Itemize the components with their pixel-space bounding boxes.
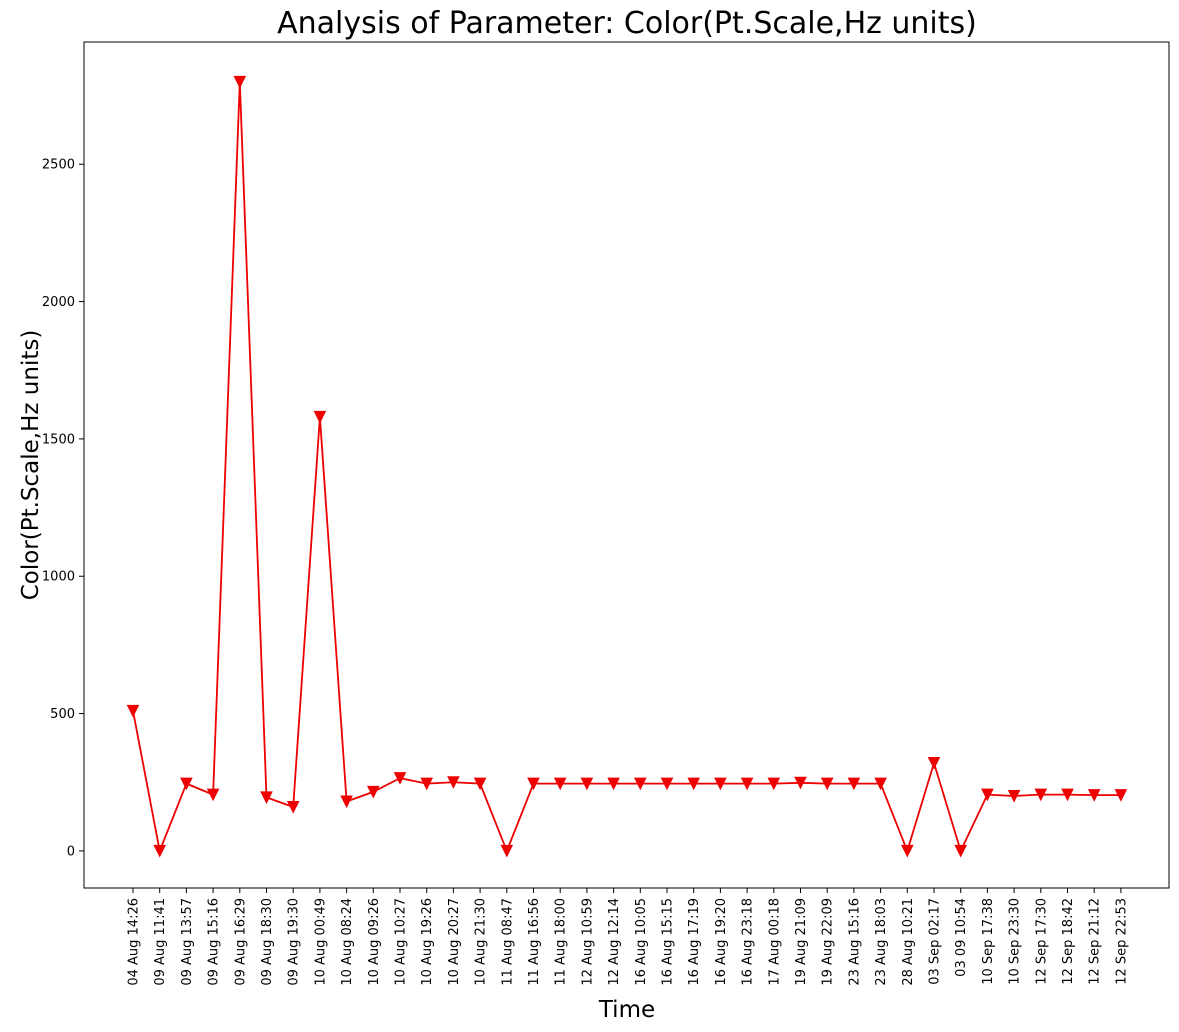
x-axis-label: Time — [598, 997, 655, 1023]
data-point — [553, 777, 567, 791]
x-tick-label: 12 Sep 21:12 — [1088, 898, 1103, 985]
x-tick-label: 10 Aug 10:27 — [394, 898, 409, 986]
data-point — [1114, 789, 1128, 802]
data-point — [714, 777, 727, 791]
y-tick-label: 1000 — [42, 570, 75, 585]
data-point — [340, 795, 353, 809]
data-point — [954, 844, 968, 858]
x-tick-label: 09 Aug 15:16 — [207, 898, 222, 986]
data-point — [1061, 788, 1074, 802]
data-point — [393, 772, 407, 785]
x-tick-label: 10 Aug 19:26 — [420, 898, 435, 986]
data-point — [820, 777, 834, 791]
data-point — [313, 410, 327, 424]
data-point — [1034, 788, 1048, 802]
x-tick-label: 16 Aug 19:20 — [714, 898, 729, 986]
x-tick-label: 19 Aug 21:09 — [794, 898, 809, 986]
x-tick-label: 28 Aug 10:21 — [901, 898, 916, 986]
y-tick-label: 2000 — [42, 295, 75, 310]
data-point — [927, 757, 941, 770]
data-point — [607, 777, 620, 791]
x-tick-label: 23 Aug 15:16 — [847, 898, 862, 986]
data-point — [366, 785, 380, 799]
x-axis: 04 Aug 14:26 09 Aug 11:41 09 Aug 13:57 09 A… — [127, 888, 1129, 986]
data-point — [687, 777, 701, 791]
x-tick-label: 10 Aug 08:24 — [340, 898, 355, 986]
y-tick-label: 1500 — [42, 432, 75, 447]
x-tick-label: 16 Aug 23:18 — [741, 898, 756, 986]
data-point — [500, 844, 514, 858]
chart-title: Analysis of Parameter: Color(Pt.Scale,Hz… — [277, 6, 977, 41]
data-line — [132, 80, 1121, 852]
data-point — [126, 704, 140, 718]
data-point — [260, 791, 273, 804]
x-tick-label: 17 Aug 00:18 — [767, 898, 782, 986]
plot-area — [83, 41, 1170, 889]
x-tick-label: 09 Aug 13:57 — [180, 898, 195, 986]
y-tick-label: 0 — [67, 844, 75, 859]
x-tick-label: 12 Aug 10:59 — [580, 898, 595, 986]
y-axis: 0 500 1000 1500 2000 2500 — [42, 158, 84, 859]
x-tick-label: 10 Sep 23:30 — [1008, 898, 1023, 985]
x-tick-label: 10 Aug 21:30 — [474, 898, 489, 986]
x-tick-label: 12 Sep 18:42 — [1061, 898, 1076, 985]
x-tick-label: 09 Aug 19:30 — [287, 898, 302, 986]
data-point — [286, 800, 300, 814]
data-point — [473, 777, 487, 791]
data-point — [633, 777, 647, 791]
data-point — [153, 844, 167, 858]
y-tick-label: 500 — [50, 707, 75, 722]
x-tick-label: 10 Aug 00:49 — [313, 898, 328, 986]
data-point — [180, 777, 193, 791]
x-tick-label: 16 Aug 17:19 — [687, 898, 702, 986]
data-point — [206, 788, 220, 802]
data-point — [660, 777, 674, 791]
data-point — [1007, 789, 1021, 803]
data-point — [874, 777, 887, 791]
data-point — [527, 777, 540, 791]
x-tick-label: 10 Aug 20:27 — [447, 898, 462, 986]
x-tick-label: 10 Sep 17:38 — [981, 898, 996, 985]
data-point — [981, 788, 994, 802]
data-point — [233, 75, 247, 89]
series-line — [126, 75, 1128, 858]
x-tick-label: 03 Sep 02:17 — [928, 898, 943, 985]
x-tick-label: 23 Aug 18:03 — [874, 898, 889, 986]
data-point — [740, 777, 754, 791]
x-tick-label: 09 Aug 11:41 — [153, 898, 168, 986]
data-point — [1087, 789, 1101, 802]
x-tick-label: 16 Aug 10:05 — [634, 898, 649, 986]
x-tick-label: 12 Sep 17:30 — [1034, 898, 1049, 985]
x-tick-label: 10 Aug 09:26 — [367, 898, 382, 986]
x-tick-label: 11 Aug 18:00 — [554, 898, 569, 986]
y-tick-label: 2500 — [42, 158, 75, 173]
data-point — [580, 777, 594, 791]
x-tick-label: 09 Aug 18:30 — [260, 898, 275, 986]
y-axis-label: Color(Pt.Scale,Hz units) — [18, 330, 44, 601]
x-tick-label: 19 Aug 22:09 — [821, 898, 836, 986]
data-point — [794, 776, 807, 790]
x-tick-label: 09 Aug 16:29 — [233, 898, 248, 986]
x-tick-label: 16 Aug 15:15 — [661, 898, 676, 986]
data-point — [447, 776, 460, 789]
data-point — [900, 844, 914, 858]
x-tick-label: 04 Aug 14:26 — [127, 898, 142, 986]
x-tick-label: 12 Aug 12:14 — [607, 898, 622, 986]
data-point — [767, 777, 781, 791]
data-point — [420, 777, 434, 791]
x-tick-label: 03 09 10:54 — [954, 898, 969, 977]
x-tick-label: 11 Aug 08:47 — [500, 898, 515, 986]
x-tick-label: 12 Sep 22:53 — [1114, 898, 1129, 985]
x-tick-label: 11 Aug 16:56 — [527, 898, 542, 986]
data-point — [847, 777, 861, 791]
